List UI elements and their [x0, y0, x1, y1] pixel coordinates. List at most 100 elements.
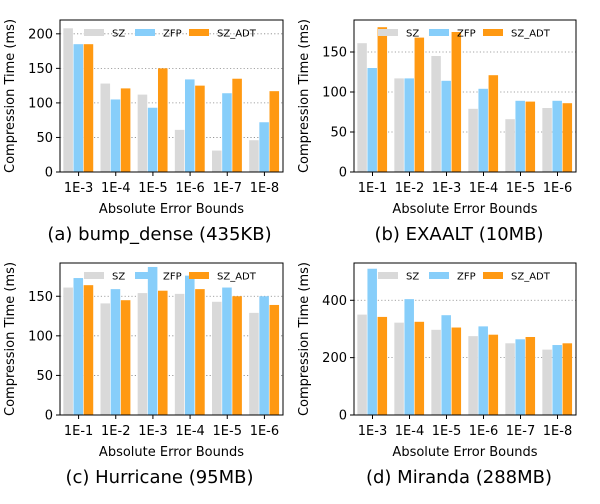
legend-label-sz: SZ	[406, 272, 419, 283]
bar-zfp	[404, 78, 414, 172]
bar-sz	[212, 150, 222, 172]
x-tick-label: 1E-4	[101, 181, 130, 196]
bar-sz	[468, 108, 478, 172]
y-axis-label: Compression Time (ms)	[297, 262, 312, 416]
bar-sz-adt	[120, 88, 131, 172]
legend-swatch-zfp	[135, 29, 155, 36]
bar-sz-adt	[195, 289, 205, 415]
bar-sz	[63, 287, 73, 415]
y-tick-label: 150	[28, 290, 53, 305]
bar-sz	[137, 94, 148, 172]
x-axis-label: Absolute Error Bounds	[99, 445, 244, 460]
x-tick-label: 1E-6	[175, 181, 204, 196]
legend-label-sz: SZ	[112, 29, 125, 40]
legend-label-zfp: ZFP	[457, 29, 476, 40]
bar-zfp	[552, 100, 562, 172]
y-tick-label: 400	[322, 294, 347, 309]
bar-zfp	[147, 266, 158, 415]
legend-label-zfp: ZFP	[163, 29, 182, 40]
bar-sz-adt	[269, 304, 280, 415]
bar-sz-adt	[83, 44, 94, 172]
chart-caption: (c) Hurricane (95MB)	[65, 467, 253, 488]
legend-swatch-sz	[378, 29, 398, 36]
legend-swatch-sz	[378, 272, 398, 279]
x-tick-label: 1E-5	[432, 424, 461, 439]
plot-frame	[353, 19, 577, 173]
bar-sz	[137, 293, 148, 415]
legend-swatch-sz-adt	[189, 29, 209, 36]
bar-sz	[174, 129, 185, 172]
bar-sz-adt	[157, 68, 168, 172]
bar-zfp	[478, 88, 488, 172]
bar-sz-adt	[120, 300, 131, 415]
x-tick-label: 1E-3	[358, 424, 387, 439]
bar-zfp	[552, 345, 562, 415]
legend-swatch-zfp	[429, 29, 449, 36]
x-tick-label: 1E-5	[138, 181, 167, 196]
bar-sz	[174, 293, 185, 415]
bar-zfp	[222, 287, 232, 415]
legend-swatch-sz	[84, 29, 104, 36]
legend-label-sz: SZ	[112, 272, 125, 283]
bar-sz	[357, 314, 367, 415]
y-tick-label: 100	[28, 96, 53, 111]
bar-zfp	[478, 326, 488, 415]
bar-sz	[100, 303, 111, 415]
bar-sz-adt	[377, 27, 388, 173]
x-tick-label: 1E-7	[506, 424, 535, 439]
y-tick-label: 50	[36, 131, 53, 146]
bar-zfp	[367, 268, 377, 415]
x-tick-label: 1E-6	[469, 424, 498, 439]
bar-zfp	[147, 107, 158, 172]
x-tick-label: 1E-5	[506, 181, 535, 196]
legend-label-sz-adt: SZ_ADT	[217, 272, 257, 283]
bar-sz-adt	[525, 336, 536, 415]
legend-label-sz: SZ	[406, 29, 419, 40]
bar-sz-adt	[451, 32, 462, 172]
bar-zfp	[515, 339, 525, 415]
legend-label-sz-adt: SZ_ADT	[217, 29, 257, 40]
bar-zfp	[259, 296, 269, 415]
x-tick-label: 1E-4	[469, 181, 498, 196]
y-tick-label: 50	[36, 369, 53, 384]
bar-sz	[542, 108, 552, 172]
bar-sz-adt	[232, 296, 242, 415]
x-axis-label: Absolute Error Bounds	[392, 202, 537, 217]
bar-zfp	[110, 289, 121, 415]
y-axis-label: Compression Time (ms)	[297, 19, 312, 173]
bar-sz	[249, 140, 259, 172]
bar-zfp	[515, 100, 525, 172]
legend-label-sz-adt: SZ_ADT	[511, 29, 551, 40]
bar-sz	[357, 43, 367, 173]
bar-zfp	[404, 299, 414, 415]
x-tick-label: 1E-2	[101, 424, 130, 439]
x-tick-label: 1E-8	[543, 424, 572, 439]
y-tick-label: 0	[45, 409, 53, 424]
x-tick-label: 1E-5	[213, 424, 242, 439]
legend-swatch-sz-adt	[483, 29, 503, 36]
bar-sz-adt	[488, 75, 499, 172]
chart-caption: (a) bump_dense (435KB)	[47, 224, 271, 245]
chart-caption: (b) EXAALT (10MB)	[374, 224, 543, 245]
legend-label-sz-adt: SZ_ADT	[511, 272, 551, 283]
bar-sz	[542, 349, 552, 415]
legend-swatch-zfp	[135, 272, 155, 279]
plot-frame	[353, 262, 577, 416]
bar-sz-adt	[83, 285, 94, 415]
bar-zfp	[259, 122, 269, 172]
x-tick-label: 1E-4	[175, 424, 204, 439]
plot-frame	[59, 19, 284, 173]
bar-sz-adt	[232, 78, 242, 172]
x-tick-label: 1E-7	[213, 181, 242, 196]
y-axis-label: Compression Time (ms)	[3, 19, 18, 173]
y-axis-label: Compression Time (ms)	[3, 262, 18, 416]
bar-zfp	[73, 278, 84, 415]
x-axis-label: Absolute Error Bounds	[392, 445, 537, 460]
y-tick-label: 100	[322, 86, 347, 101]
bar-sz-adt	[269, 91, 280, 172]
x-tick-label: 1E-6	[250, 424, 279, 439]
bar-sz-adt	[562, 103, 573, 172]
x-tick-label: 1E-4	[395, 424, 424, 439]
y-tick-label: 0	[45, 166, 53, 181]
